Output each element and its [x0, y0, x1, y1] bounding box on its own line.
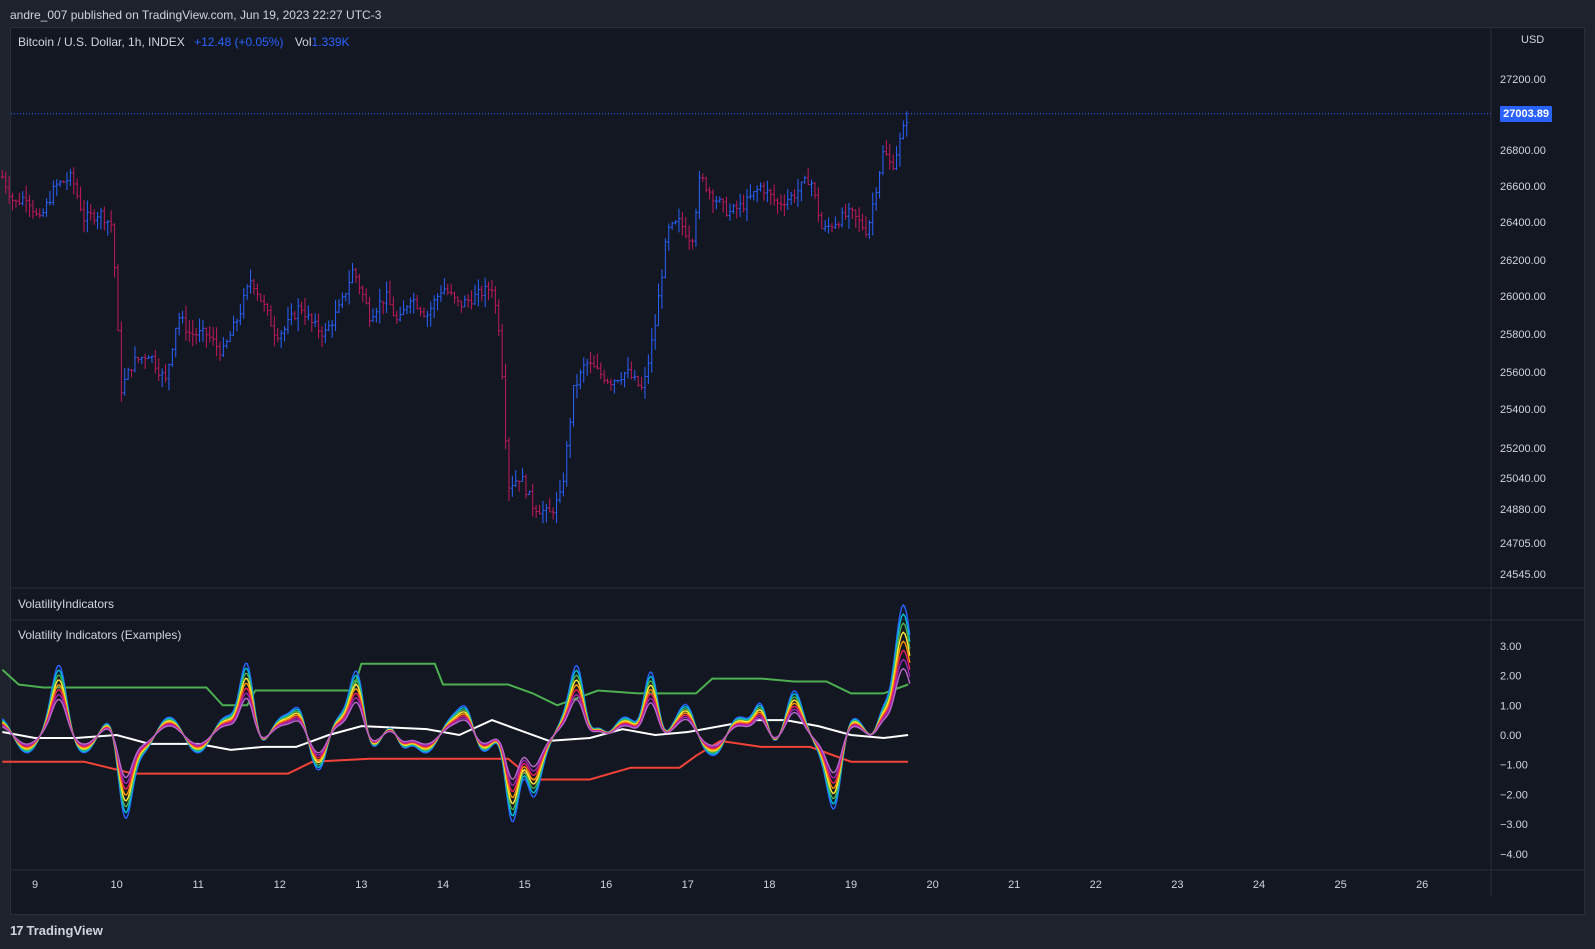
time-tick-label: 12	[274, 879, 286, 891]
indicator-tick-label: −2.00	[1500, 789, 1528, 801]
indicator-tick-label: −1.00	[1500, 760, 1528, 772]
mid-line	[2, 719, 909, 751]
indicator-tick-label: 1.00	[1500, 700, 1521, 712]
price-tick-label: 26400.00	[1500, 217, 1546, 229]
main-legend: Bitcoin / U.S. Dollar, 1h, INDEX +12.48 …	[18, 35, 350, 49]
candles-group	[0, 111, 909, 524]
symbol-label[interactable]: Bitcoin / U.S. Dollar, 1h, INDEX	[18, 35, 185, 49]
indicator-tick-label: 3.00	[1500, 641, 1521, 653]
time-tick-label: 17	[682, 879, 694, 891]
lower-band-line	[2, 739, 909, 781]
time-tick-label: 9	[32, 879, 38, 891]
indicator-tick-label: 0.00	[1500, 730, 1521, 742]
price-tick-label: 24880.00	[1500, 504, 1546, 516]
footer: 17 TradingView	[10, 923, 103, 938]
chart-frame	[10, 27, 1585, 915]
volume-value: 1.339K	[311, 35, 350, 49]
upper-band-line	[1, 662, 909, 707]
price-tick-label: 25400.00	[1500, 404, 1546, 416]
time-tick-label: 21	[1008, 879, 1020, 891]
tradingview-logo-icon: 17	[10, 923, 24, 938]
price-tick-label: 25600.00	[1500, 367, 1546, 379]
time-tick-label: 24	[1253, 879, 1265, 891]
time-tick-label: 18	[763, 879, 775, 891]
price-tick-label: 25800.00	[1500, 329, 1546, 341]
price-tick-label: 26800.00	[1500, 145, 1546, 157]
publish-header: andre_007 published on TradingView.com, …	[0, 0, 1595, 27]
time-tick-label: 26	[1416, 879, 1428, 891]
indicator-tick-label: −4.00	[1500, 849, 1528, 861]
time-tick-label: 20	[926, 879, 938, 891]
volatility-pane-header[interactable]: VolatilityIndicators	[18, 597, 115, 611]
oscillator-line	[2, 667, 911, 780]
price-tick-label: 26200.00	[1500, 255, 1546, 267]
price-tick-label: 24705.00	[1500, 538, 1546, 550]
publisher-line: andre_007 published on TradingView.com, …	[10, 8, 382, 22]
price-tick-label: 25040.00	[1500, 473, 1546, 485]
price-tick-label: 25200.00	[1500, 443, 1546, 455]
volume-label: Vol	[294, 35, 312, 49]
indicator-tick-label: −3.00	[1500, 819, 1528, 831]
price-tick-label: 26600.00	[1500, 181, 1546, 193]
tradingview-brand[interactable]: TradingView	[26, 923, 103, 938]
time-tick-label: 15	[518, 879, 530, 891]
price-tick-label: 27200.00	[1500, 74, 1546, 86]
price-tick-label: 24545.00	[1500, 569, 1546, 581]
time-tick-label: 25	[1334, 879, 1346, 891]
time-tick-label: 16	[600, 879, 612, 891]
time-tick-label: 14	[437, 879, 449, 891]
time-tick-label: 10	[110, 879, 122, 891]
price-change: +12.48 (+0.05%)	[194, 35, 284, 49]
time-tick-label: 11	[192, 879, 203, 891]
price-tick-label: 26000.00	[1500, 291, 1546, 303]
time-tick-label: 22	[1090, 879, 1102, 891]
indicator-tick-label: 2.00	[1500, 671, 1521, 683]
oscillator-ribbon	[1, 603, 911, 823]
indicator-title[interactable]: Volatility Indicators (Examples)	[18, 628, 182, 642]
time-tick-label: 23	[1171, 879, 1183, 891]
currency-label: USD	[1521, 34, 1545, 46]
time-tick-label: 19	[845, 879, 857, 891]
time-tick-label: 13	[355, 879, 367, 891]
last-price-label: 27003.89	[1500, 106, 1552, 122]
